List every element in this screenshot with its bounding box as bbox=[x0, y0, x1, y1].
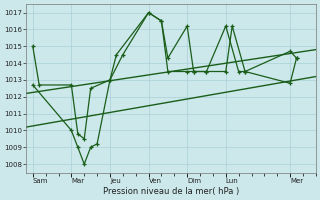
X-axis label: Pression niveau de la mer( hPa ): Pression niveau de la mer( hPa ) bbox=[103, 187, 239, 196]
